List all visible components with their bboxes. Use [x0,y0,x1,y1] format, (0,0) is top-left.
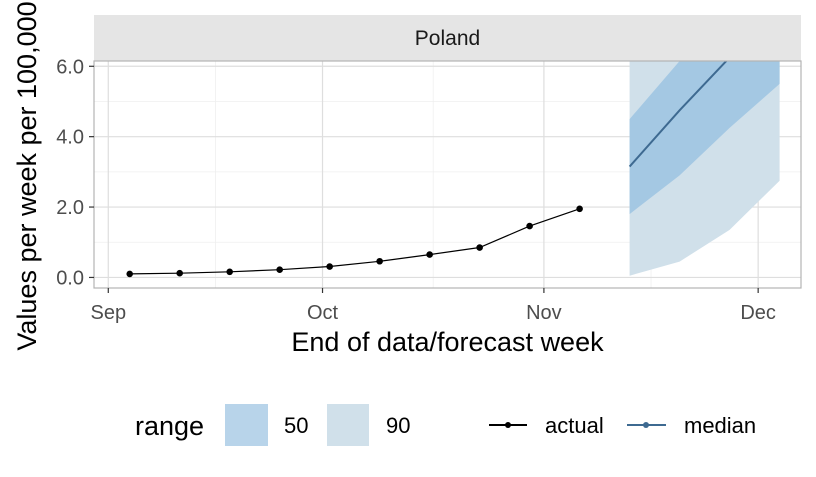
facet-strip [94,15,801,61]
series-point-actual [376,257,383,265]
y-axis: 0.0 2.0 4.0 6.0 [56,56,94,289]
series-line-median [628,61,728,168]
series-point-actual [326,263,333,270]
series-point-actual [276,266,283,273]
x-axis: Sep Oct Nov Dec [90,288,776,324]
series-point-actual [526,222,533,230]
series-lines [126,61,728,278]
series-line-actual [129,208,580,275]
legend-label-median: median [684,413,756,438]
legend-label-actual: actual [545,413,604,438]
x-tick-label: Sep [90,302,126,324]
legend-label-50: 50 [284,413,308,438]
y-axis-title: Values per week per 100,000 [12,1,42,350]
series-point-actual [426,251,433,258]
legend-label-90: 90 [386,413,410,438]
x-tick-label: Oct [307,302,339,324]
legend-key-actual-point [505,422,511,428]
legend-title: range [135,411,204,441]
series-point-actual [176,269,183,277]
legend: range 50 90 actual median [135,404,756,446]
legend-key-median-point [643,422,649,428]
facet-label: Poland [415,27,480,50]
y-tick-label: 2.0 [56,197,84,219]
x-tick-label: Nov [526,302,562,324]
series-point-actual [126,270,134,278]
series-point-actual [226,268,233,276]
x-axis-title: End of data/forecast week [291,327,604,357]
panel-border [93,60,802,289]
plot-panel [93,60,802,289]
legend-key-90 [327,404,369,446]
y-tick-label: 4.0 [56,127,84,149]
range-band-50 [629,61,780,215]
x-tick-label: Dec [740,302,776,324]
legend-key-50 [225,404,268,446]
y-tick-label: 6.0 [56,56,84,78]
forecast-ranges [629,61,780,276]
y-tick-label: 0.0 [56,267,84,289]
series-point-actual [476,244,483,251]
series-point-actual [576,205,583,213]
